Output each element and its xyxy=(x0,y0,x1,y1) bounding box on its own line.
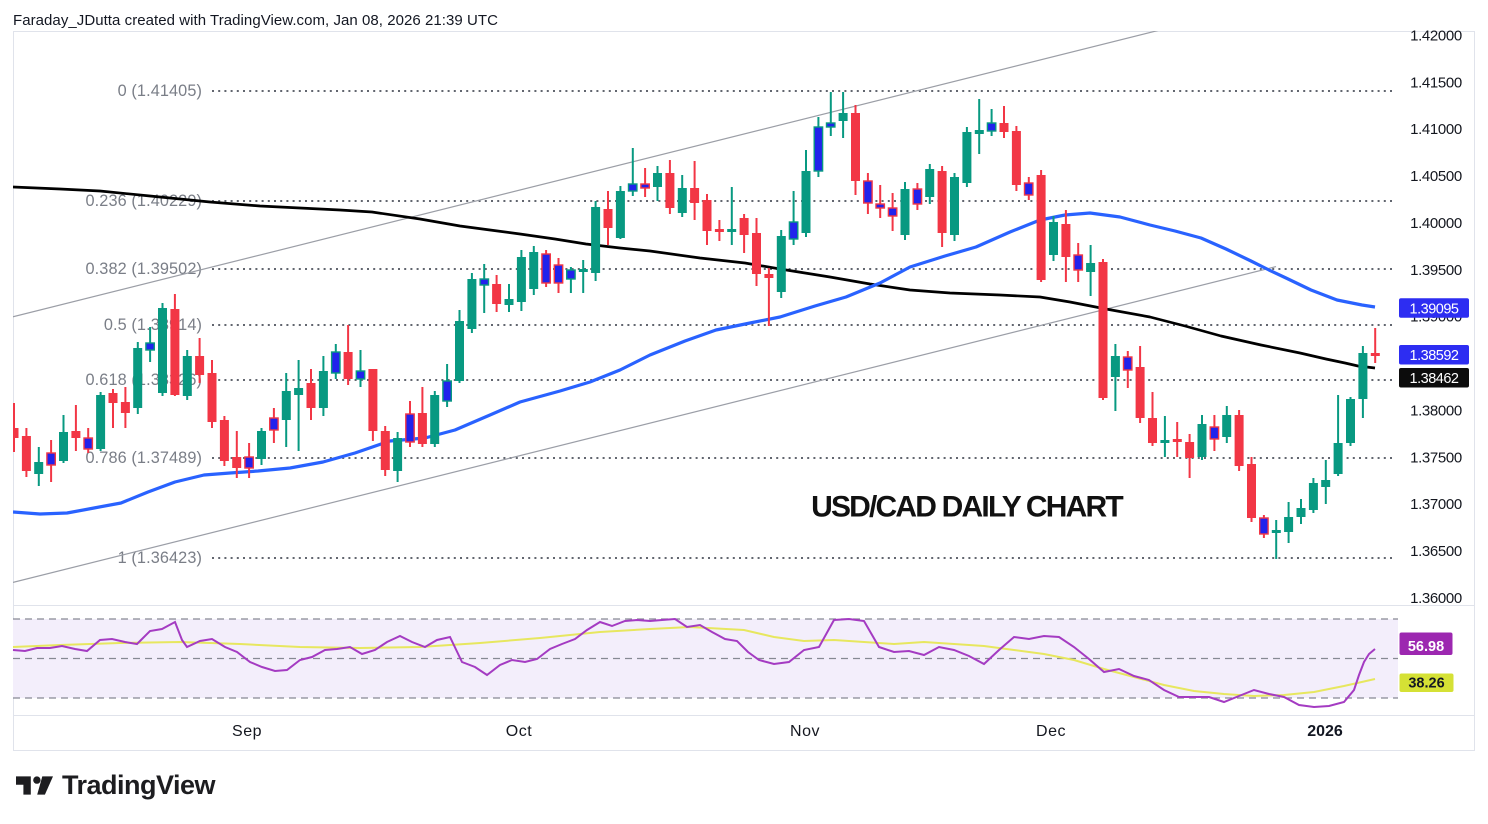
svg-text:0.236 (1.40229): 0.236 (1.40229) xyxy=(86,192,202,210)
svg-text:2026: 2026 xyxy=(1307,723,1343,740)
svg-text:TradingView: TradingView xyxy=(62,770,217,800)
svg-text:1.38592: 1.38592 xyxy=(1410,348,1459,364)
svg-text:USD/CAD DAILY CHART: USD/CAD DAILY CHART xyxy=(811,491,1123,524)
svg-text:0 (1.41405): 0 (1.41405) xyxy=(118,82,202,100)
svg-text:1.37000: 1.37000 xyxy=(1410,496,1462,513)
svg-text:1 (1.36423): 1 (1.36423) xyxy=(118,549,202,567)
svg-text:1.38000: 1.38000 xyxy=(1410,403,1462,420)
svg-text:0.5 (1.38914): 0.5 (1.38914) xyxy=(104,316,202,334)
svg-text:1.40500: 1.40500 xyxy=(1410,168,1462,185)
svg-text:Sep: Sep xyxy=(232,723,262,740)
svg-text:1.37500: 1.37500 xyxy=(1410,449,1462,466)
svg-text:56.98: 56.98 xyxy=(1408,639,1444,655)
svg-text:Faraday_JDutta created with Tr: Faraday_JDutta created with TradingView.… xyxy=(13,12,498,29)
svg-text:1.39095: 1.39095 xyxy=(1410,301,1459,317)
svg-text:1.41000: 1.41000 xyxy=(1410,121,1462,138)
svg-text:1.40000: 1.40000 xyxy=(1410,215,1462,232)
svg-text:Oct: Oct xyxy=(506,723,532,740)
svg-text:0.786 (1.37489): 0.786 (1.37489) xyxy=(86,449,202,467)
svg-text:Nov: Nov xyxy=(790,723,820,740)
svg-text:38.26: 38.26 xyxy=(1408,676,1444,692)
svg-text:1.36500: 1.36500 xyxy=(1410,543,1462,560)
svg-text:0.382 (1.39502): 0.382 (1.39502) xyxy=(86,260,202,278)
svg-text:1.41500: 1.41500 xyxy=(1410,74,1462,91)
svg-text:Dec: Dec xyxy=(1036,723,1066,740)
svg-text:1.36000: 1.36000 xyxy=(1410,590,1462,607)
svg-text:1.42000: 1.42000 xyxy=(1410,28,1462,45)
svg-text:1.38462: 1.38462 xyxy=(1410,371,1459,387)
svg-text:1.39500: 1.39500 xyxy=(1410,262,1462,279)
